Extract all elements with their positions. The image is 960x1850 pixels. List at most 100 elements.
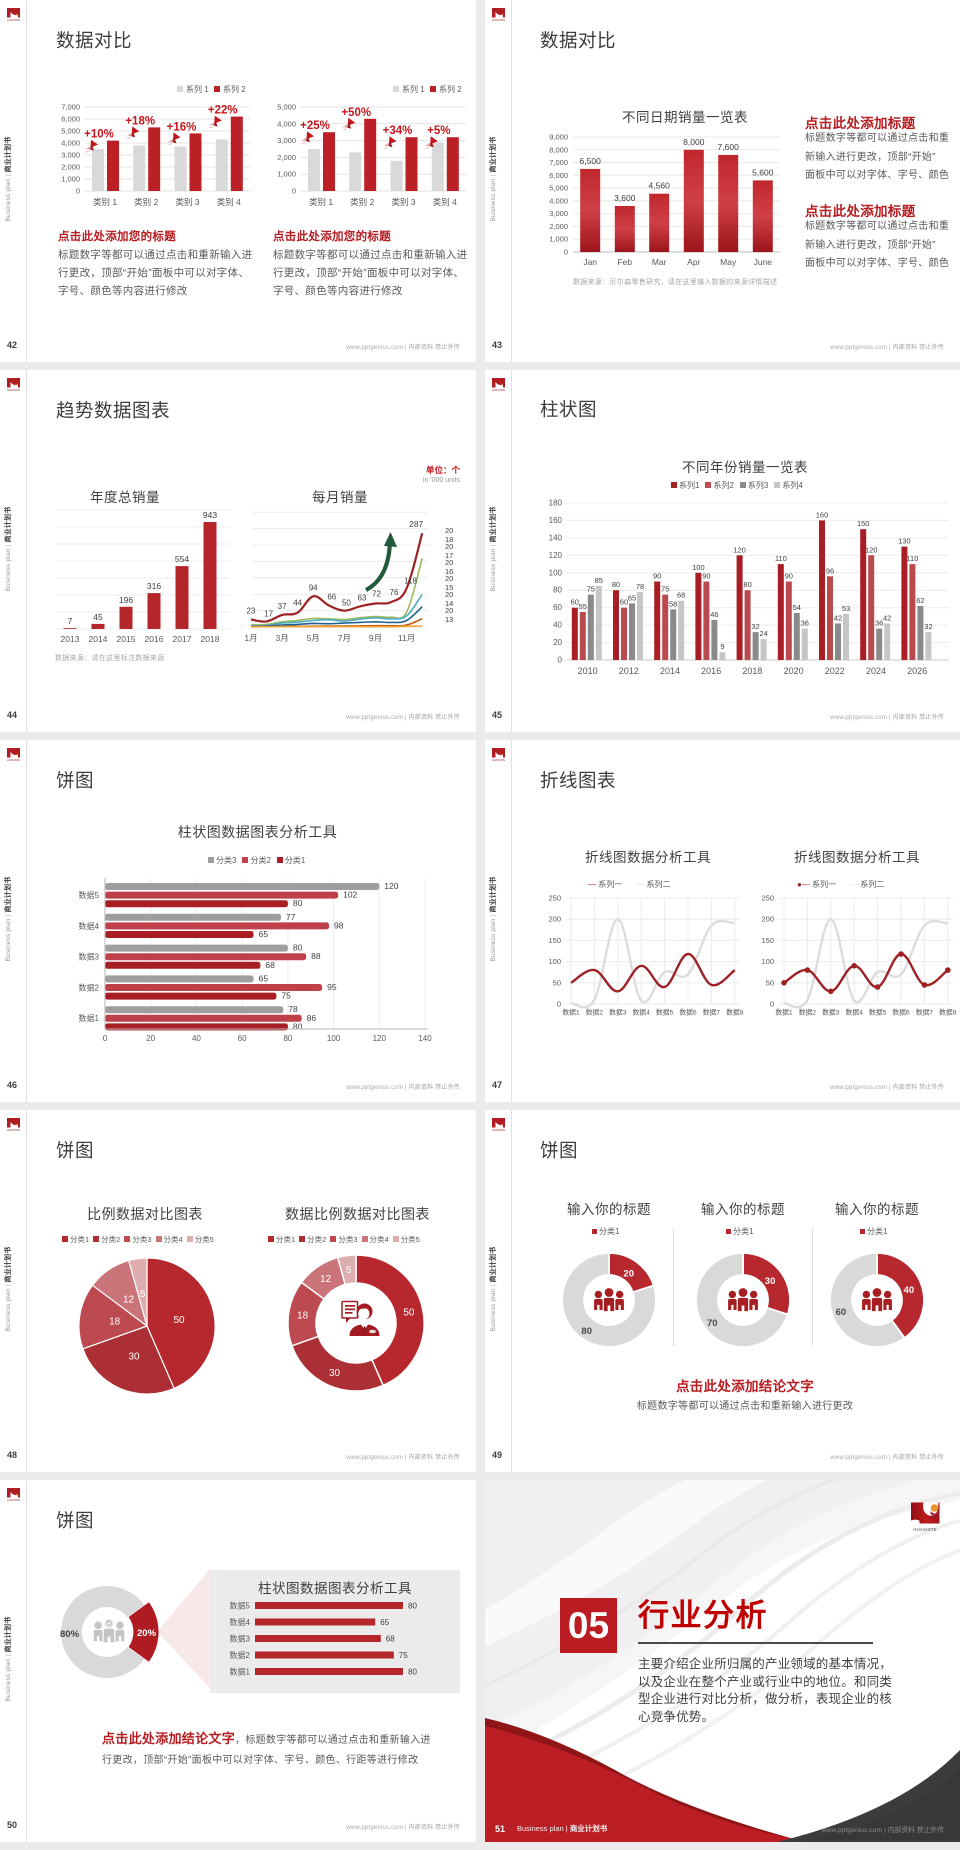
svg-text:76: 76 [390,588,399,597]
svg-text:160: 160 [549,516,563,525]
svg-text:86: 86 [307,1013,317,1023]
svg-text:45: 45 [93,612,103,622]
svg-text:42: 42 [883,613,891,622]
svg-text:50: 50 [342,599,351,608]
svg-text:40: 40 [553,621,562,630]
svg-text:2,000: 2,000 [61,163,80,172]
svg-text:32: 32 [751,622,759,631]
svg-text:65: 65 [259,973,269,983]
svg-text:类别 1: 类别 1 [93,197,117,207]
svg-text:5: 5 [140,1289,146,1300]
svg-text:2024: 2024 [866,666,886,676]
svg-text:20: 20 [445,526,453,535]
svg-text:5,600: 5,600 [752,167,774,177]
svg-text:100: 100 [548,957,561,966]
svg-text:50: 50 [553,978,561,987]
svg-text:62: 62 [916,596,924,605]
svg-text:Mar: Mar [652,257,667,267]
svg-text:数据5: 数据5 [656,1008,674,1017]
svg-text:30: 30 [329,1368,341,1379]
svg-text:24: 24 [759,629,767,638]
svg-text:1,000: 1,000 [277,170,296,179]
svg-text:6,000: 6,000 [549,171,568,180]
svg-text:94: 94 [309,583,318,592]
svg-text:120: 120 [733,545,746,554]
svg-text:HUAXINTE: HUAXINTE [492,18,505,22]
svg-text:类别 1: 类别 1 [309,197,333,207]
svg-text:120: 120 [549,551,563,560]
svg-text:5,000: 5,000 [61,127,80,136]
svg-text:2014: 2014 [89,634,108,644]
svg-text:60: 60 [238,1034,247,1043]
svg-text:0: 0 [770,1000,774,1009]
svg-text:140: 140 [549,533,563,542]
svg-text:13: 13 [445,615,453,624]
svg-text:数据5: 数据5 [869,1008,887,1017]
svg-text:20: 20 [445,558,453,567]
svg-text:6,000: 6,000 [61,115,80,124]
svg-text:118: 118 [404,576,417,585]
svg-text:554: 554 [175,554,189,564]
svg-text:6,500: 6,500 [580,156,602,166]
svg-text:17: 17 [445,551,453,560]
svg-text:60: 60 [553,603,562,612]
svg-text:7月: 7月 [338,633,351,643]
svg-text:数据2: 数据2 [79,982,100,992]
svg-text:HUAXINTE: HUAXINTE [492,758,505,762]
svg-text:130: 130 [898,537,911,546]
svg-text:0: 0 [557,1000,561,1009]
svg-text:2012: 2012 [619,666,639,676]
svg-text:数据1: 数据1 [775,1008,793,1017]
svg-text:250: 250 [761,894,774,903]
svg-text:77: 77 [286,912,296,922]
svg-text:80: 80 [293,943,303,953]
svg-text:2015: 2015 [117,634,136,644]
svg-text:+34%: +34% [383,125,413,137]
svg-text:78: 78 [288,1004,298,1014]
svg-text:9: 9 [720,642,724,651]
svg-text:98: 98 [334,920,344,930]
svg-text:系列 1: 系列 1 [186,84,209,94]
svg-text:0: 0 [103,1034,108,1043]
svg-text:9月: 9月 [369,633,382,643]
svg-text:数据7: 数据7 [916,1008,934,1017]
svg-text:110: 110 [775,554,787,563]
svg-text:150: 150 [761,936,774,945]
svg-text:80: 80 [408,1602,417,1611]
svg-text:85: 85 [595,576,603,585]
svg-text:数据3: 数据3 [230,1634,251,1644]
svg-text:150: 150 [857,519,870,528]
svg-text:June: June [754,257,773,267]
svg-text:+10%: +10% [84,129,114,141]
svg-text:196: 196 [119,595,133,605]
svg-text:90: 90 [785,572,793,581]
svg-text:102: 102 [343,890,357,900]
svg-text:数据3: 数据3 [79,952,100,962]
svg-text:4,000: 4,000 [277,119,296,128]
svg-text:250: 250 [548,894,561,903]
svg-text:+18%: +18% [125,115,155,127]
svg-text:54: 54 [793,603,801,612]
svg-text:类别 4: 类别 4 [217,197,241,207]
svg-text:18: 18 [109,1317,121,1328]
svg-text:100: 100 [327,1034,341,1043]
svg-text:3,000: 3,000 [277,136,296,145]
svg-text:7,000: 7,000 [61,103,80,112]
svg-text:3,000: 3,000 [61,151,80,160]
svg-text:63: 63 [357,593,366,602]
svg-text:36: 36 [801,619,809,628]
svg-text:+50%: +50% [341,107,371,119]
svg-text:+16%: +16% [167,121,197,133]
svg-text:140: 140 [418,1034,432,1043]
svg-text:2022: 2022 [825,666,845,676]
svg-text:65: 65 [628,593,636,602]
svg-text:88: 88 [311,951,321,961]
svg-text:5月: 5月 [307,633,320,643]
svg-text:HUAXINTE: HUAXINTE [913,1527,936,1532]
svg-text:80: 80 [283,1034,292,1043]
svg-text:+22%: +22% [208,105,238,117]
svg-text:80: 80 [293,898,303,908]
svg-text:15: 15 [445,583,453,592]
svg-text:数据3: 数据3 [822,1008,840,1017]
svg-text:数据2: 数据2 [586,1008,604,1017]
